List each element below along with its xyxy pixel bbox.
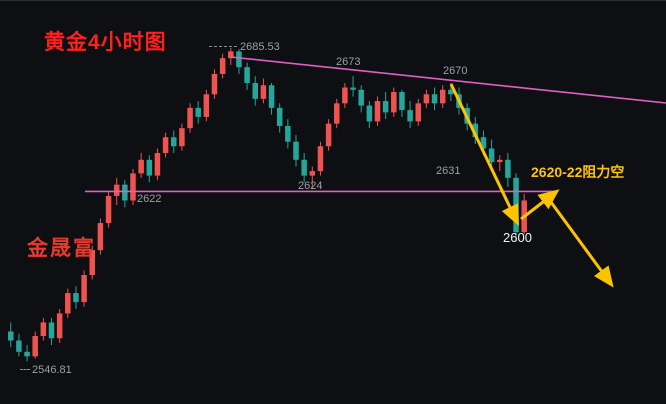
price-label-2622: 2622: [137, 193, 162, 205]
peak-dashed-level-mark: [209, 46, 237, 47]
price-label-2631: 2631: [436, 165, 461, 177]
price-label-2624: 2624: [298, 180, 323, 192]
price-label-2600: 2600: [503, 230, 532, 245]
bottom-dashed-level-mark: [20, 369, 30, 370]
price-label-bottom-low: 2546.81: [32, 364, 72, 376]
price-label-2673: 2673: [336, 56, 361, 68]
watermark-text: 金晟富: [27, 237, 96, 260]
price-label-2670: 2670: [443, 65, 468, 77]
resistance-note: 2620-22阻力空: [531, 164, 625, 180]
chart-title: 黄金4小时图: [44, 31, 167, 54]
price-label-peak: 2685.53: [240, 41, 280, 53]
